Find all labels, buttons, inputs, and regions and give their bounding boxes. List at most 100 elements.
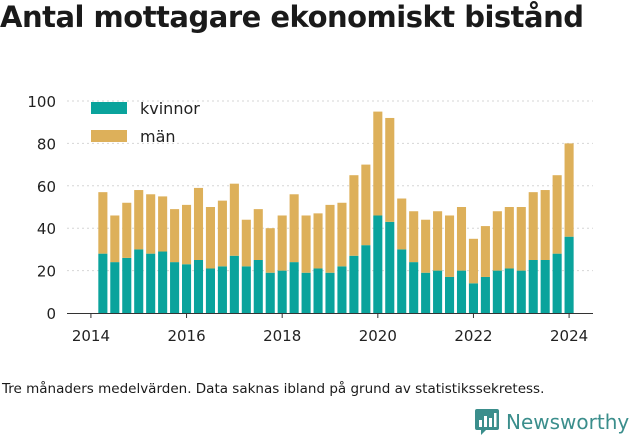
bar-man xyxy=(433,211,443,271)
legend: kvinnor män xyxy=(91,99,200,146)
x-tick-label: 2018 xyxy=(263,327,301,345)
bar-man xyxy=(289,194,299,263)
bar-kvinnor xyxy=(289,262,299,313)
x-tick-label: 2024 xyxy=(550,327,588,345)
y-tick-label: 100 xyxy=(27,93,56,111)
bar-man xyxy=(158,196,168,252)
bar-man xyxy=(265,228,275,273)
bar-kvinnor xyxy=(182,264,192,313)
bar-kvinnor xyxy=(205,268,215,313)
x-axis-tick-labels: 2014 2016 2018 2020 2022 2024 xyxy=(72,313,588,345)
bar-man xyxy=(456,207,467,271)
bar-kvinnor xyxy=(217,266,227,313)
bar-man xyxy=(253,209,263,260)
bar-kvinnor xyxy=(433,270,443,313)
bar-man xyxy=(361,164,371,246)
gridlines xyxy=(67,100,593,314)
bar-kvinnor xyxy=(325,272,335,313)
bar-kvinnor xyxy=(134,249,144,313)
x-tick-label: 2022 xyxy=(454,327,492,345)
bar-man xyxy=(170,209,180,263)
bar-man xyxy=(313,213,323,269)
bar-man xyxy=(337,202,347,267)
y-tick-label: 0 xyxy=(46,305,56,323)
bar-kvinnor xyxy=(528,260,538,313)
bar-kvinnor xyxy=(229,255,239,313)
bar-kvinnor xyxy=(456,270,467,313)
bar-kvinnor xyxy=(445,276,455,313)
bar-man xyxy=(409,211,419,263)
bar-man xyxy=(349,175,359,256)
y-tick-label: 40 xyxy=(37,220,56,238)
bar-kvinnor xyxy=(492,270,502,313)
legend-label: kvinnor xyxy=(140,99,200,118)
bar-man xyxy=(540,190,550,260)
bar-man xyxy=(229,183,239,256)
bar-kvinnor xyxy=(504,268,514,313)
bar-man xyxy=(205,207,215,269)
bar-kvinnor xyxy=(337,266,347,313)
bar-man xyxy=(241,219,251,267)
bar-man xyxy=(564,143,574,237)
bar-kvinnor xyxy=(277,270,287,313)
bar-kvinnor xyxy=(193,260,204,313)
bar-man xyxy=(480,226,490,277)
bar-man xyxy=(385,117,395,222)
bar-man xyxy=(98,192,108,254)
bar-kvinnor xyxy=(98,253,108,313)
bar-man xyxy=(325,204,335,273)
bar-series xyxy=(98,111,574,313)
bar-kvinnor xyxy=(301,272,311,313)
bar-man xyxy=(421,219,431,273)
bar-man xyxy=(504,207,514,269)
y-tick-label: 80 xyxy=(37,135,56,153)
y-tick-label: 20 xyxy=(37,263,56,281)
y-axis-tick-labels: 0 20 40 60 80 100 xyxy=(27,93,56,323)
bar-man xyxy=(122,202,132,258)
bar-man xyxy=(193,187,204,260)
bar-kvinnor xyxy=(468,283,478,313)
bar-man xyxy=(182,204,192,265)
bar-kvinnor xyxy=(540,260,550,313)
bar-kvinnor xyxy=(385,221,395,313)
y-tick-label: 60 xyxy=(37,178,56,196)
bar-man xyxy=(277,215,287,271)
bar-kvinnor xyxy=(253,260,263,313)
bar-man xyxy=(110,215,120,263)
bar-kvinnor xyxy=(397,249,407,313)
bar-man xyxy=(552,175,562,254)
bar-man xyxy=(528,192,538,260)
bar-kvinnor xyxy=(170,262,180,313)
legend-swatch-man xyxy=(91,130,127,142)
x-tick-label: 2016 xyxy=(167,327,205,345)
bar-man xyxy=(445,215,455,277)
bar-kvinnor xyxy=(158,251,168,313)
footnote: Tre månaders medelvärden. Data saknas ib… xyxy=(2,381,545,397)
bar-kvinnor xyxy=(265,272,275,313)
bar-kvinnor xyxy=(409,262,419,313)
bar-man xyxy=(146,194,156,254)
x-tick-label: 2020 xyxy=(359,327,397,345)
bar-man xyxy=(397,198,407,250)
bar-kvinnor xyxy=(241,266,251,313)
newsworthy-chat-bars-icon xyxy=(475,409,499,435)
brand-name: Newsworthy xyxy=(506,410,630,434)
bar-man xyxy=(301,215,311,273)
bar-man xyxy=(492,211,502,271)
bar-kvinnor xyxy=(110,262,120,313)
bar-kvinnor xyxy=(349,255,359,313)
bar-kvinnor xyxy=(480,276,490,313)
chart-title: Antal mottagare ekonomiskt bistånd xyxy=(0,0,584,34)
bar-man xyxy=(373,111,383,216)
bar-kvinnor xyxy=(361,245,371,313)
bar-kvinnor xyxy=(313,268,323,313)
legend-swatch-kvinnor xyxy=(91,102,127,114)
bar-kvinnor xyxy=(564,236,574,313)
x-tick-label: 2014 xyxy=(72,327,110,345)
legend-label: män xyxy=(140,127,176,146)
brand-logo[interactable]: Newsworthy xyxy=(474,407,629,437)
bar-kvinnor xyxy=(516,270,526,313)
bar-kvinnor xyxy=(552,253,562,313)
stacked-bar-chart: 0 20 40 60 80 100 2014 2016 2018 2020 2022 2024 kv… xyxy=(27,93,593,345)
bar-man xyxy=(134,190,144,250)
